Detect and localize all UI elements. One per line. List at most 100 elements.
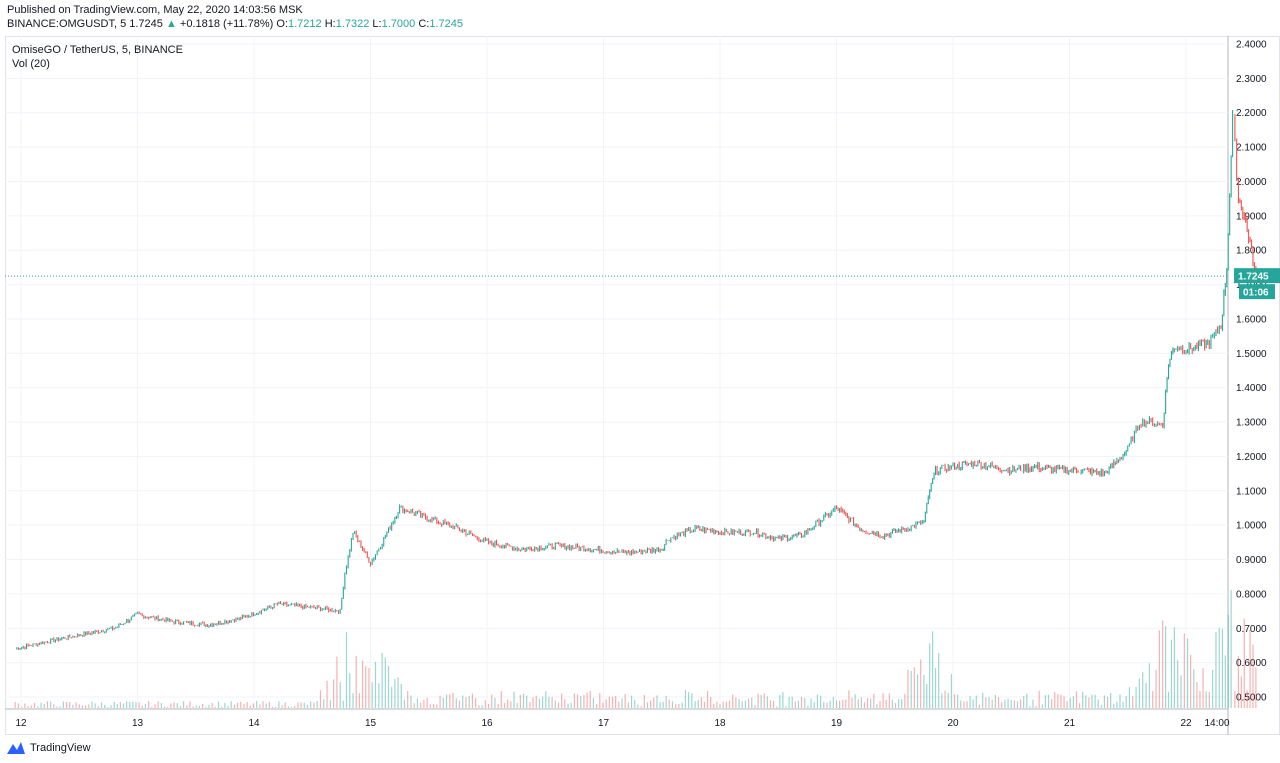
volume-bar (938, 653, 940, 708)
volume-bar (1007, 698, 1009, 708)
volume-bar (1252, 644, 1254, 708)
volume-bar (119, 702, 122, 708)
volume-bar (1110, 692, 1112, 708)
high-label: H: (324, 18, 336, 30)
volume-bar (769, 700, 772, 708)
volume-bar (920, 659, 922, 708)
volume-bar (268, 701, 270, 708)
volume-bar (445, 694, 448, 708)
volume-bar (605, 699, 607, 708)
volume-bar (481, 705, 483, 708)
volume-bar (352, 693, 354, 708)
volume-bar (271, 706, 274, 708)
x-tick-label: 15 (365, 718, 377, 729)
volume-bar (703, 701, 706, 708)
volume-bar (516, 702, 518, 708)
volume-bar (1047, 694, 1050, 708)
volume-bar (725, 701, 727, 708)
volume-bar (1132, 696, 1134, 708)
volume-bar (735, 697, 737, 708)
volume-bar (1180, 675, 1182, 708)
volume-bar (1023, 696, 1025, 708)
volume-bar (1044, 695, 1047, 708)
volume-bar (554, 700, 556, 708)
volume-bar (684, 689, 686, 708)
volume-bar (873, 693, 875, 708)
y-tick-label: 2.0000 (1236, 177, 1267, 188)
x-tick-label: 12 (15, 718, 27, 729)
volume-bar (1113, 703, 1115, 708)
volume-bar (845, 699, 847, 708)
volume-bar (1010, 699, 1012, 708)
volume-bar (160, 703, 162, 708)
volume-bar (1078, 703, 1081, 708)
chart-area[interactable]: 2.4000 2.3000 2.2000 2.1000 2.0000 1.9000 1.80… (5, 36, 1280, 735)
volume-bar (870, 698, 872, 708)
volume-bar (189, 701, 191, 708)
volume-bar (475, 698, 477, 708)
price-badge: 1.7245 01:06 (1234, 268, 1280, 300)
volume-bar (1119, 694, 1121, 708)
volume-bar (826, 702, 828, 708)
volume-bar (151, 706, 153, 708)
volume-bar (374, 661, 377, 708)
volume-bar (1218, 627, 1220, 708)
volume-bar (365, 666, 367, 708)
volume-bar (888, 693, 890, 708)
volume-bar (671, 701, 674, 708)
volume-bar (110, 705, 112, 708)
volume-bar (624, 694, 626, 708)
volume-bar (416, 698, 419, 708)
volume-bar (65, 701, 68, 708)
volume-bar (589, 690, 591, 708)
volume-bar (857, 699, 859, 708)
volume-bar (757, 693, 759, 708)
volume-bar (941, 693, 943, 708)
volume-bar (141, 705, 143, 708)
volume-bar (1230, 590, 1232, 708)
volume-bar (982, 692, 984, 708)
volume-bar (776, 706, 778, 708)
tradingview-logo[interactable]: TradingView (6, 740, 91, 756)
volume-bar (1019, 699, 1022, 708)
volume-bar (932, 631, 934, 708)
volume-bar (681, 702, 683, 708)
volume-bar (611, 696, 614, 708)
volume-bar (526, 695, 528, 708)
volume-bar (1167, 691, 1170, 708)
volume-bar (879, 701, 881, 708)
volume-bar (306, 704, 309, 708)
volume-legend: Vol (20) (12, 58, 50, 70)
volume-bar (243, 703, 245, 708)
volume-bar (500, 691, 502, 708)
x-tick-label: 17 (598, 718, 610, 729)
volume-bar (284, 702, 286, 708)
volume-bar (132, 701, 134, 708)
published-info: Published on TradingView.com, May 22, 20… (7, 4, 303, 16)
volume-bar (465, 697, 467, 708)
change-value: +0.1818 (+11.78%) (179, 18, 274, 30)
x-tick-label: 20 (947, 718, 959, 729)
volume-bar (991, 699, 993, 708)
volume-bar (823, 701, 825, 708)
volume-bar (1026, 693, 1028, 708)
volume-bar (122, 703, 125, 708)
volume-bar (545, 691, 547, 708)
volume-bar (333, 679, 335, 708)
volume-bar (349, 673, 351, 708)
volume-bar (586, 692, 588, 708)
volume-bar (336, 656, 338, 708)
logo-text: TradingView (30, 742, 91, 754)
volume-bar (1173, 627, 1175, 708)
volume-bar (1013, 700, 1015, 708)
volume-bar (433, 704, 435, 708)
price-chart[interactable]: 2.4000 2.3000 2.2000 2.1000 2.0000 1.9000 1.80… (5, 36, 1280, 735)
volume-bar (567, 703, 569, 708)
volume-bar (1162, 620, 1164, 708)
volume-bar (94, 703, 96, 708)
x-tick-label: 16 (481, 718, 493, 729)
volume-bar (634, 699, 636, 708)
volume-bar (1085, 695, 1087, 708)
volume-bar (192, 706, 194, 708)
volume-bar (449, 694, 451, 708)
